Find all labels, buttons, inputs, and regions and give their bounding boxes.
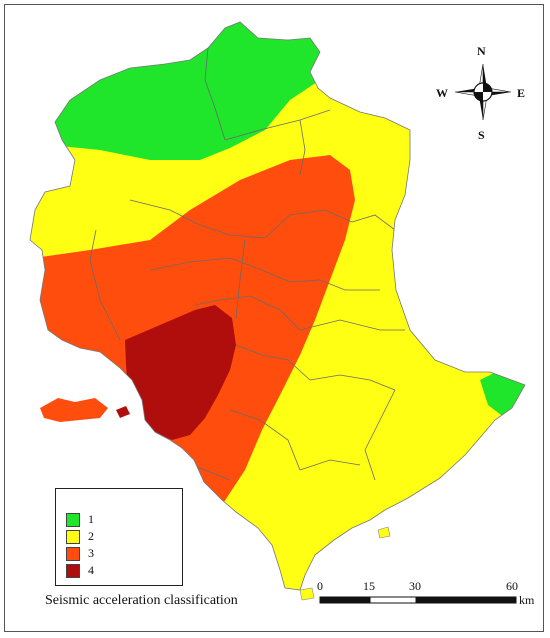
legend-swatch-1 <box>66 513 80 527</box>
scale-tick-30: 30 <box>409 579 421 593</box>
island-east-2 <box>377 526 391 539</box>
legend-label-3: 3 <box>88 546 94 560</box>
zone-1-east <box>480 370 525 420</box>
island-east-3 <box>299 587 315 601</box>
island-west <box>40 398 108 422</box>
legend-title: Seismic acceleration classification <box>45 593 238 608</box>
legend-swatch-2 <box>66 530 80 544</box>
zone-4 <box>125 305 236 440</box>
compass-south-label: S <box>478 128 485 142</box>
scale-tick-15: 15 <box>363 579 375 593</box>
land-outline <box>29 21 526 591</box>
legend: 1 2 3 4 <box>55 488 183 586</box>
compass-east-label: E <box>517 86 526 100</box>
legend-swatch-3 <box>66 547 80 561</box>
legend-label-1: 1 <box>88 512 94 526</box>
county-boundaries <box>89 47 405 481</box>
compass-rose <box>454 63 512 121</box>
scale-unit: km <box>519 593 535 607</box>
compass-west-label: W <box>436 86 448 100</box>
legend-swatch-4 <box>66 564 80 578</box>
compass-north-label: N <box>477 44 486 58</box>
legend-label-4: 4 <box>88 563 94 577</box>
legend-label-2: 2 <box>88 529 94 543</box>
scale-tick-60: 60 <box>506 579 518 593</box>
scale-bar <box>319 596 517 604</box>
island-small-west <box>116 406 130 418</box>
scale-tick-0: 0 <box>317 579 323 593</box>
